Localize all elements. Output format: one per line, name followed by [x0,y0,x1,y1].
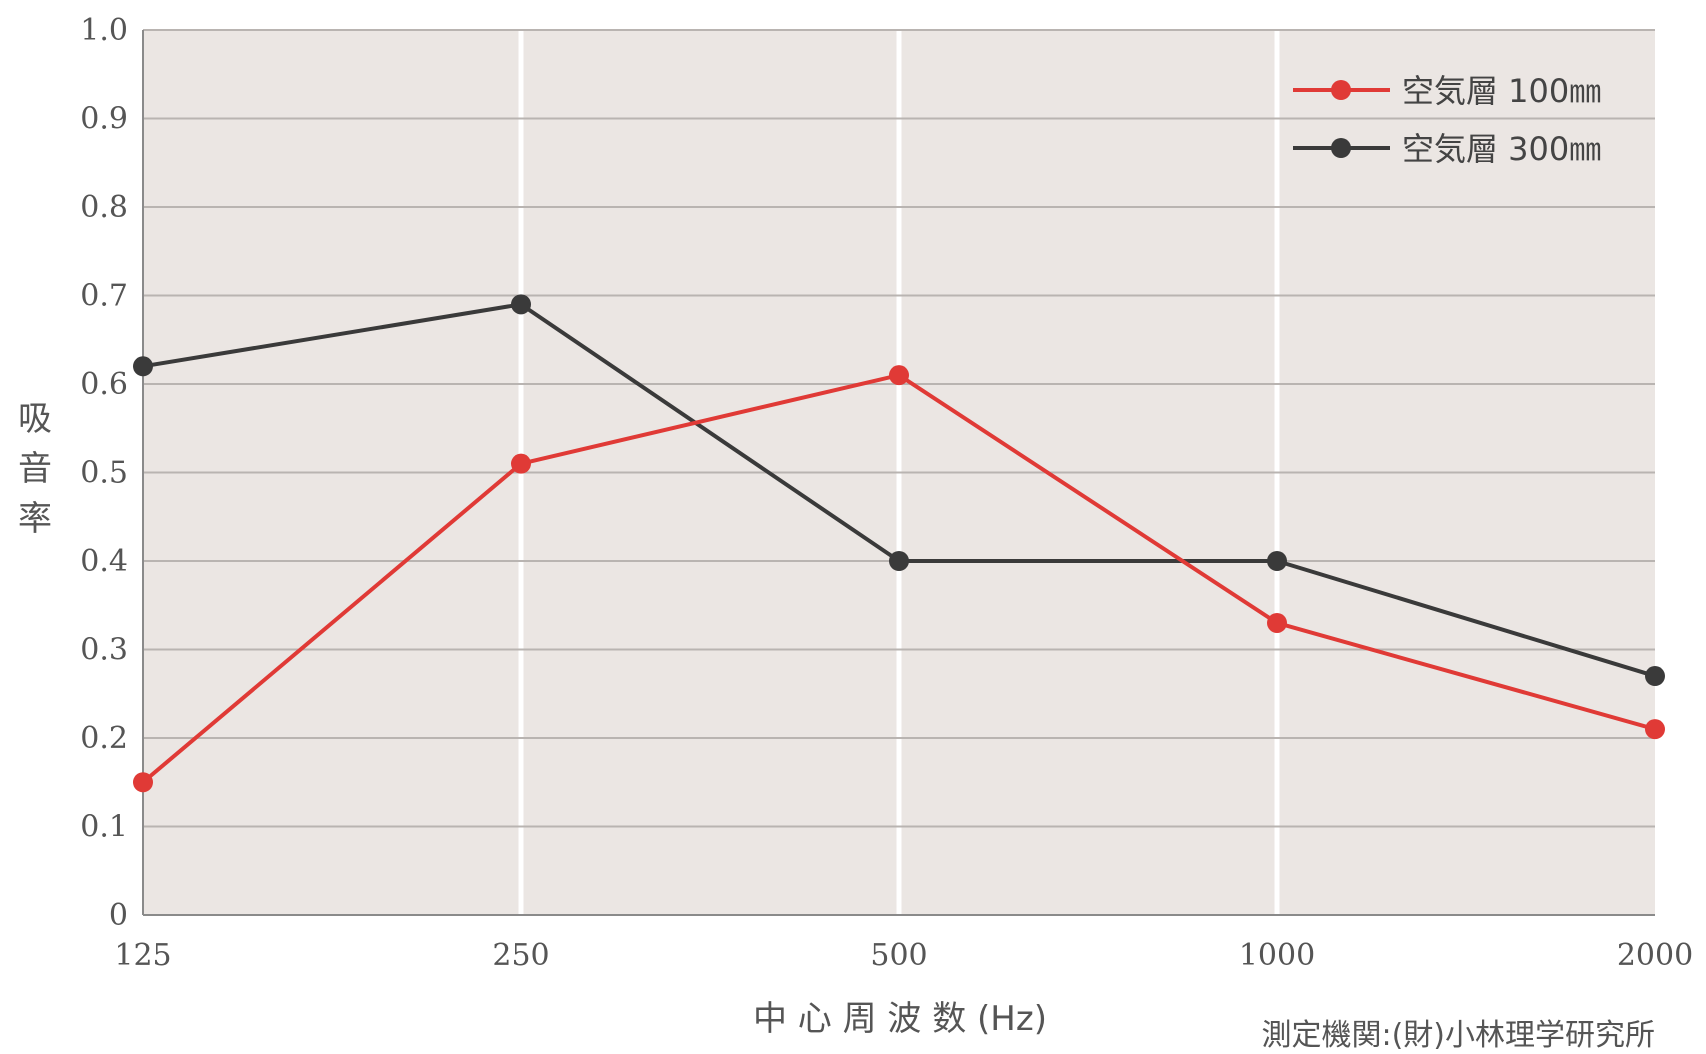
legend-marker-2 [1331,138,1351,158]
series-2-point-250 [511,294,531,315]
series-1-point-250 [511,453,531,474]
legend-label-2: 空気層 300㎜ [1402,130,1601,168]
y-axis-label: 吸音率 [18,399,52,539]
x-axis-label: 中 心 周 波 数 (Hz) [753,999,1047,1039]
x-tick-labels: 125 250 500 1000 2000 [114,938,1693,973]
y-tick-label-0.4: 0.4 [80,544,128,579]
horizontal-gridlines [143,29,1655,828]
y-tick-label-1.0: 1.0 [80,13,128,48]
source-note: 測定機関:(財)小林理学研究所 [1261,1018,1655,1053]
legend-label-1: 空気層 100㎜ [1402,72,1601,110]
y-tick-label-0.5: 0.5 [80,456,128,491]
series-1-point-1000 [1267,612,1287,633]
y-tick-label-0.2: 0.2 [80,721,128,756]
x-tick-label-125: 125 [114,938,171,973]
x-tick-label-1000: 1000 [1239,938,1315,973]
series-1-point-500 [889,365,909,386]
series-2-point-500 [889,551,909,571]
y-tick-label-0.3: 0.3 [80,633,128,668]
series-layer [133,294,1665,793]
y-tick-label-0.9: 0.9 [80,102,128,137]
y-tick-label-0.8: 0.8 [80,190,128,225]
y-tick-label-0.7: 0.7 [80,279,128,314]
y-tick-label-0.1: 0.1 [80,810,128,845]
y-tick-labels: 0 0.1 0.2 0.3 0.4 0.5 0.6 0.7 0.8 0.9 1.0 [80,13,128,933]
series-2-point-2000 [1645,666,1665,687]
series-2-point-125 [133,356,153,377]
y-tick-label-0: 0 [109,898,128,933]
legend-marker-1 [1331,80,1351,100]
x-tick-label-250: 250 [492,938,549,973]
x-tick-label-2000: 2000 [1617,938,1693,973]
y-tick-label-0.6: 0.6 [80,367,128,402]
x-tick-label-500: 500 [870,938,927,973]
series-2-point-1000 [1267,551,1287,571]
series-1-point-125 [133,772,153,793]
series-1-point-2000 [1645,719,1665,740]
